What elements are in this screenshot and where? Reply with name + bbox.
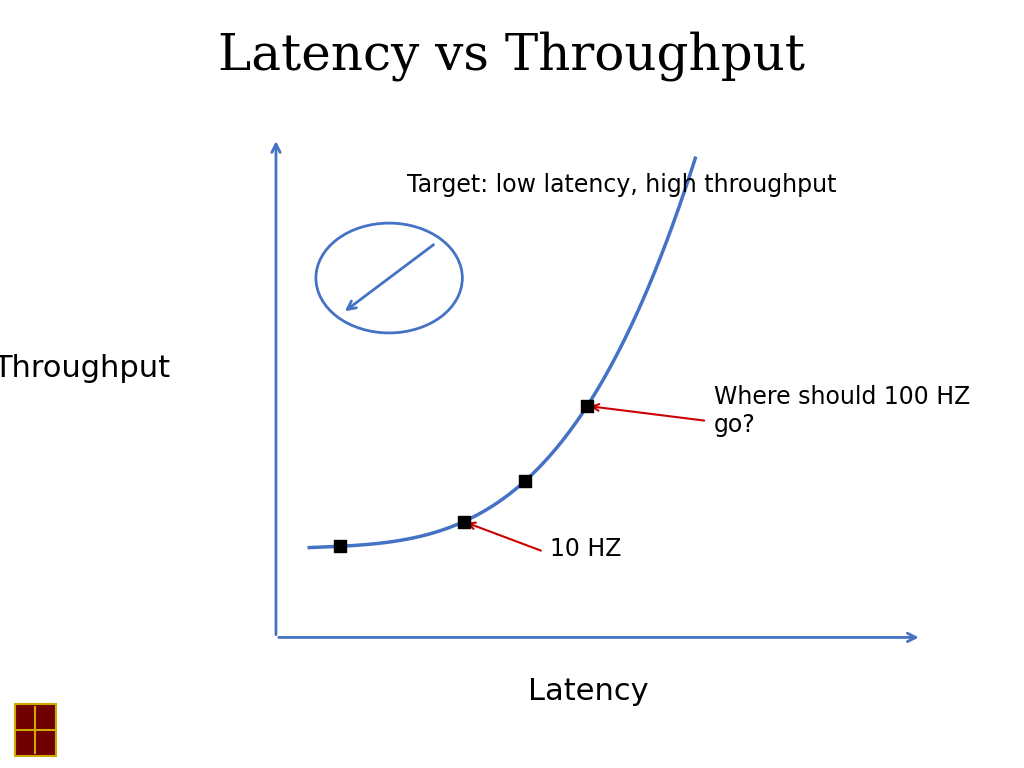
Point bbox=[332, 540, 348, 552]
Text: 10 HZ: 10 HZ bbox=[550, 537, 622, 561]
Text: Throughput: Throughput bbox=[0, 354, 170, 383]
Point bbox=[517, 475, 534, 487]
Point bbox=[456, 515, 472, 528]
Text: Latency vs Throughput: Latency vs Throughput bbox=[218, 31, 806, 81]
Text: 18: 18 bbox=[967, 720, 993, 740]
Text: Where should 100 HZ
go?: Where should 100 HZ go? bbox=[714, 385, 970, 437]
Text: CSE 422S –Operating Systems Organization: CSE 422S –Operating Systems Organization bbox=[344, 722, 680, 737]
Point bbox=[579, 400, 595, 412]
Text: JAMES MCKELVEY SCHOOL OF ENGINEERING: JAMES MCKELVEY SCHOOL OF ENGINEERING bbox=[67, 742, 445, 756]
FancyBboxPatch shape bbox=[14, 704, 56, 756]
Text: Latency: Latency bbox=[528, 677, 649, 707]
Text: Target: low latency, high throughput: Target: low latency, high throughput bbox=[408, 174, 837, 197]
Text: Washington University in St. Louis: Washington University in St. Louis bbox=[67, 702, 498, 723]
